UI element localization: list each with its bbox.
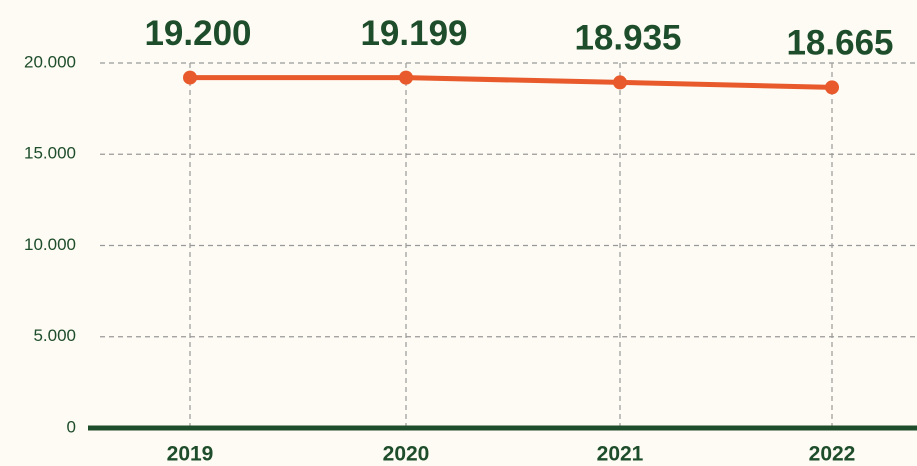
x-tick-label: 2020	[383, 443, 430, 466]
x-tick-label: 2021	[597, 443, 644, 466]
point	[613, 75, 627, 90]
point	[399, 70, 413, 85]
y-tick-label: 10.000	[24, 235, 76, 254]
y-tick-label: 0	[67, 417, 76, 436]
x-tick-label: 2019	[167, 443, 214, 466]
point	[183, 70, 197, 85]
value-label: 18.665	[786, 24, 893, 63]
value-label: 19.199	[360, 14, 467, 53]
value-label: 19.200	[144, 14, 251, 53]
y-tick-label: 15.000	[24, 144, 76, 163]
y-tick-label: 5.000	[33, 326, 76, 345]
y-tick-label: 20.000	[24, 52, 76, 71]
x-tick-label: 2022	[809, 443, 856, 466]
point	[825, 80, 839, 95]
value-label: 18.935	[574, 19, 681, 58]
line	[189, 75, 833, 90]
